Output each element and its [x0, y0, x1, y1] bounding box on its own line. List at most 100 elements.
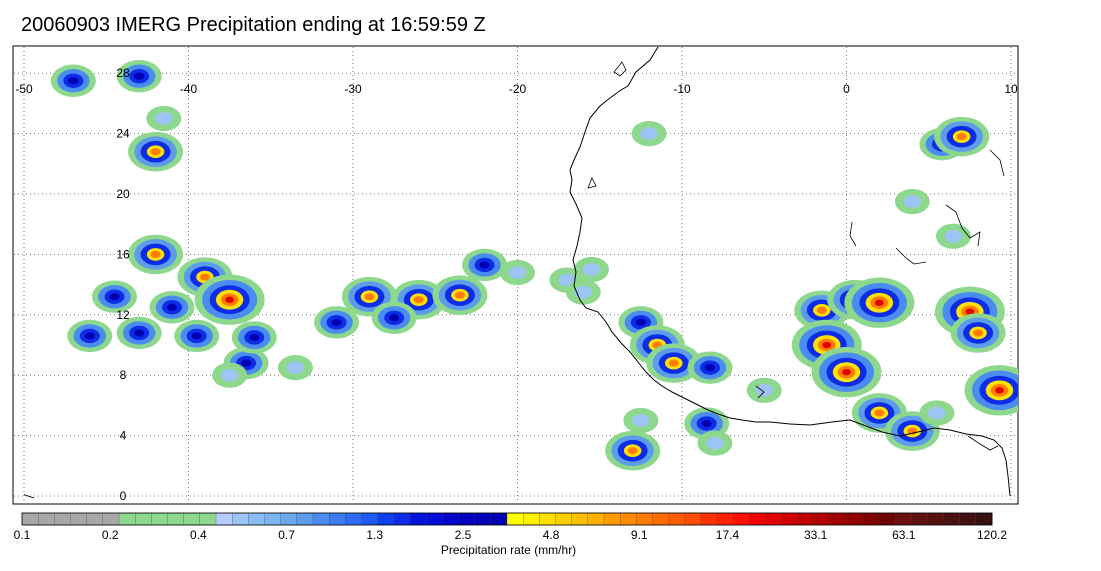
precip-cell: [462, 248, 508, 282]
precip-cell: [149, 291, 195, 324]
colorbar-swatch: [506, 512, 524, 526]
colorbar-swatch: [474, 512, 492, 526]
colorbar-swatch: [717, 512, 734, 526]
colorbar-tick-label: 4.8: [543, 528, 560, 542]
precipitation-field: [50, 60, 1018, 471]
lat-tick-label: 24: [116, 127, 130, 141]
lon-tick-label: 10: [1004, 82, 1018, 96]
colorbar-tick-label: 17.4: [716, 528, 740, 542]
colorbar-swatch: [959, 512, 977, 526]
colorbar-tick-label: 1.3: [366, 528, 383, 542]
lat-tick-label: 20: [116, 187, 130, 201]
colorbar-swatch: [894, 512, 912, 526]
colorbar-swatch: [70, 512, 88, 526]
lon-tick-label: -10: [673, 82, 691, 96]
colorbar-swatch: [603, 512, 621, 526]
precip-cell: [646, 343, 702, 383]
precip-cell: [964, 365, 1018, 416]
colorbar-swatch: [38, 512, 55, 526]
colorbar-swatch: [151, 512, 168, 526]
colorbar-swatch: [426, 512, 443, 526]
precip-cell: [500, 259, 535, 286]
lon-tick-label: 0: [843, 82, 850, 96]
colorbar-swatch: [797, 512, 815, 526]
colorbar-swatch: [975, 512, 993, 526]
lon-tick-label: -40: [180, 82, 198, 96]
colorbar-swatch: [523, 512, 540, 526]
colorbar-swatch: [296, 512, 314, 526]
lat-tick-label: 0: [120, 489, 127, 503]
colorbar-swatch: [183, 512, 201, 526]
colorbar-title: Precipitation rate (mm/hr): [0, 543, 1101, 557]
colorbar-swatch: [232, 512, 249, 526]
colorbar-swatch: [571, 512, 589, 526]
colorbar-swatch: [135, 512, 152, 526]
colorbar-swatch: [442, 512, 459, 526]
precip-cell: [277, 355, 313, 381]
precip-cell: [687, 351, 733, 384]
precip-cell: [116, 60, 162, 93]
colorbar-swatch: [700, 512, 718, 526]
colorbar-swatch: [943, 512, 961, 526]
precip-cell: [631, 121, 667, 147]
lat-tick-label: 8: [120, 368, 127, 382]
colorbar-title-text: Precipitation rate (mm/hr): [440, 543, 577, 557]
colorbar-swatch: [21, 512, 39, 526]
precip-cell: [934, 116, 990, 157]
precip-cell: [116, 316, 162, 350]
precip-cell: [919, 400, 955, 426]
colorbar-swatch: [377, 512, 395, 526]
lon-tick-label: -50: [15, 82, 33, 96]
precip-cell: [212, 362, 248, 388]
precip-cell: [128, 131, 184, 172]
colorbar-swatch: [862, 512, 880, 526]
colorbar-swatch: [102, 512, 120, 526]
precip-cell: [146, 105, 182, 132]
precip-cell: [67, 319, 113, 353]
colorbar-swatch: [911, 512, 928, 526]
precip-cell: [432, 275, 488, 315]
precip-cell: [371, 301, 417, 335]
precip-cell: [128, 234, 184, 275]
colorbar-swatch: [409, 512, 427, 526]
colorbar-tick-label: 0.1: [14, 528, 31, 542]
precip-cell: [746, 377, 782, 403]
lon-tick-label: -20: [509, 82, 527, 96]
colorbar-swatch: [361, 512, 379, 526]
precip-cell: [565, 279, 601, 305]
precip-cell: [50, 64, 96, 97]
colorbar: [21, 512, 993, 526]
colorbar-swatch: [345, 512, 362, 526]
precip-cell: [935, 223, 971, 249]
map-gridlines: [14, 47, 1017, 503]
colorbar-swatch: [830, 512, 847, 526]
colorbar-swatch: [749, 512, 767, 526]
colorbar-swatch: [118, 512, 136, 526]
precip-cell: [697, 430, 733, 456]
colorbar-swatch: [846, 512, 864, 526]
colorbar-tick-label: 120.2: [977, 528, 1007, 542]
precip-cell: [894, 188, 930, 215]
colorbar-swatch: [264, 512, 282, 526]
colorbar-swatch: [636, 512, 653, 526]
precip-cell: [605, 430, 661, 471]
map-title: 20060903 IMERG Precipitation ending at 1…: [21, 14, 486, 36]
precip-cell: [231, 321, 277, 354]
precip-cell: [844, 277, 915, 328]
colorbar-swatch: [878, 512, 896, 526]
colorbar-swatch: [539, 512, 556, 526]
colorbar-tick-label: 0.2: [102, 528, 119, 542]
colorbar-tick-label: 9.1: [631, 528, 648, 542]
colorbar-tick-label: 0.4: [190, 528, 207, 542]
colorbar-swatch: [329, 512, 346, 526]
coastline: [24, 46, 1011, 499]
precip-cell: [194, 274, 265, 325]
colorbar-swatch: [458, 512, 476, 526]
colorbar-swatch: [781, 512, 799, 526]
lon-tick-label: -30: [344, 82, 362, 96]
colorbar-swatch: [765, 512, 783, 526]
colorbar-swatch: [652, 512, 670, 526]
colorbar-swatch: [927, 512, 944, 526]
colorbar-swatch: [620, 512, 637, 526]
